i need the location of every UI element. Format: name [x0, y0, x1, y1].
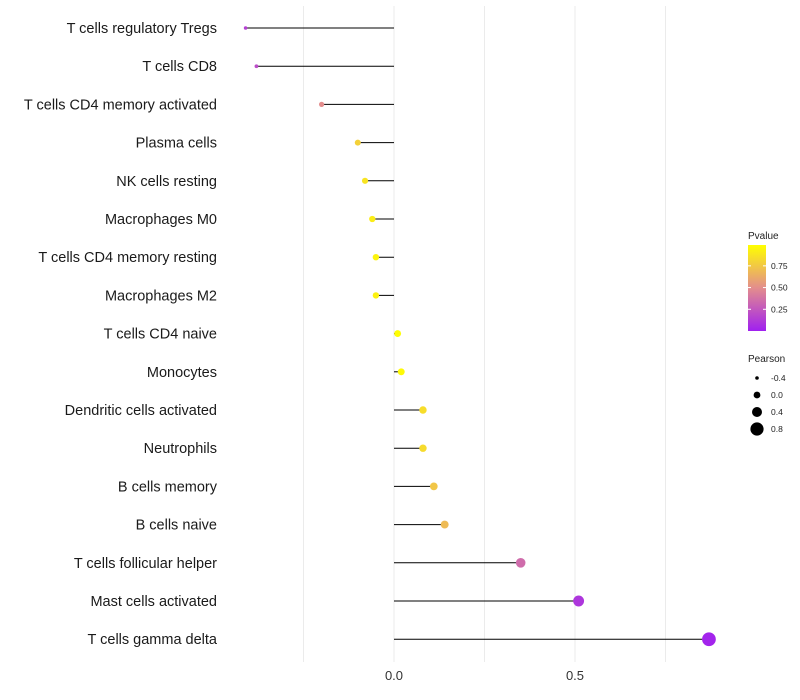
point-neutrophils — [419, 444, 427, 452]
category-label: Monocytes — [147, 365, 217, 381]
category-label: T cells CD8 — [142, 59, 217, 75]
category-label: NK cells resting — [116, 174, 217, 190]
points-layer — [243, 26, 716, 647]
category-label: T cells follicular helper — [74, 556, 217, 572]
stems-layer — [245, 27, 709, 640]
pearson-legend-label: 0.8 — [771, 424, 783, 434]
category-label: Neutrophils — [144, 441, 217, 457]
x-axis-ticks: 0.0 0.5 — [385, 668, 584, 683]
point-t-cells-regulatory-tregs — [243, 26, 248, 30]
category-label: T cells CD4 memory activated — [24, 97, 217, 113]
category-label: Mast cells activated — [90, 594, 217, 610]
category-label: Plasma cells — [136, 136, 217, 152]
pvalue-legend-label: 0.50 — [771, 283, 788, 293]
category-label: Dendritic cells activated — [65, 403, 217, 419]
category-labels: T cells regulatory Tregs T cells CD8 T cel… — [24, 21, 218, 648]
pvalue-legend-label: 0.75 — [771, 261, 788, 271]
pvalue-colorbar — [748, 245, 766, 331]
point-nk-cells-resting — [361, 177, 369, 184]
x-tick-label: 0.0 — [385, 668, 403, 683]
category-label: T cells regulatory Tregs — [67, 21, 217, 37]
pearson-legend-label: -0.4 — [771, 373, 786, 383]
point-dendritic-cells-activated — [419, 406, 427, 414]
point-t-cells-cd4-memory-resting — [372, 254, 380, 261]
x-tick-label: 0.5 — [566, 668, 584, 683]
pearson-legend-key — [752, 407, 762, 417]
category-label: Macrophages M0 — [105, 212, 217, 228]
category-label: Macrophages M2 — [105, 288, 217, 304]
category-label: T cells CD4 memory resting — [38, 250, 217, 266]
point-t-cells-cd4-memory-activated — [319, 101, 325, 107]
pearson-legend-key — [753, 391, 761, 399]
point-b-cells-naive — [440, 520, 449, 529]
pvalue-legend: Pvalue 0.25 0.50 0.75 — [748, 231, 788, 331]
category-label: T cells gamma delta — [88, 632, 218, 648]
pearson-legend-label: 0.4 — [771, 407, 783, 417]
grid-layer — [303, 6, 666, 662]
point-plasma-cells — [354, 139, 361, 146]
pearson-legend-label: 0.0 — [771, 390, 783, 400]
point-t-cells-cd8 — [254, 64, 259, 69]
pearson-legend-key — [755, 376, 759, 380]
pearson-legend: Pearson -0.4 0.0 0.4 0.8 — [748, 354, 786, 436]
point-mast-cells-activated — [573, 595, 585, 607]
point-t-cells-gamma-delta — [702, 632, 716, 647]
point-monocytes — [397, 368, 405, 376]
point-macrophages-m0 — [369, 215, 376, 223]
pearson-legend-title: Pearson — [748, 354, 785, 365]
point-t-cells-cd4-naive — [394, 330, 402, 338]
pvalue-legend-label: 0.25 — [771, 304, 788, 314]
category-label: B cells naive — [136, 518, 217, 534]
category-label: T cells CD4 naive — [104, 327, 217, 343]
point-t-cells-follicular-helper — [515, 558, 526, 568]
pvalue-legend-title: Pvalue — [748, 231, 779, 242]
point-macrophages-m2 — [372, 292, 380, 299]
point-b-cells-memory — [429, 482, 438, 491]
pearson-legend-key — [750, 422, 764, 436]
category-label: B cells memory — [118, 479, 218, 495]
